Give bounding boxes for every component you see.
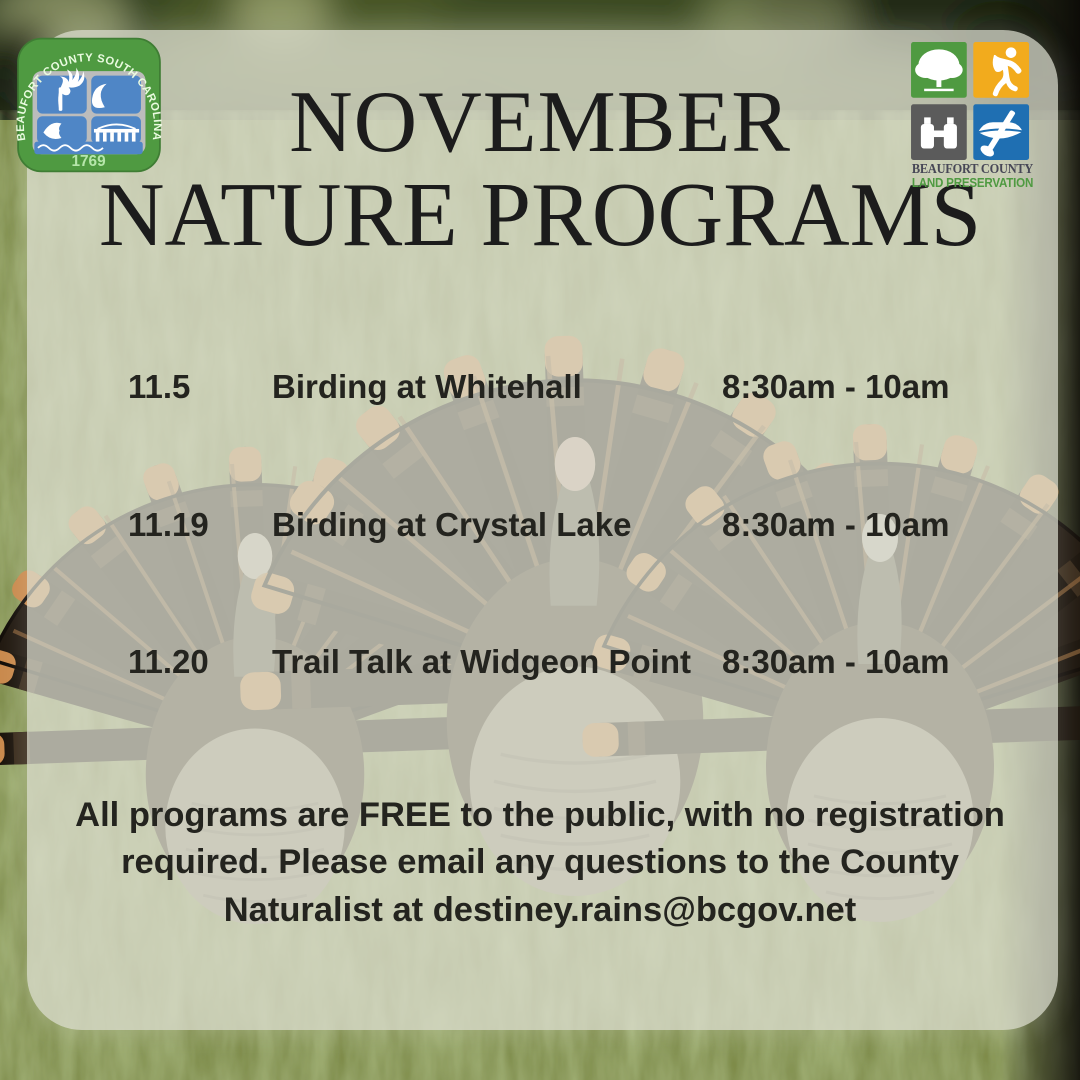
svg-text:BEAUFORT COUNTY: BEAUFORT COUNTY [912, 161, 1034, 176]
svg-text:1769: 1769 [71, 153, 105, 170]
svg-text:LAND PRESERVATION: LAND PRESERVATION [912, 176, 1033, 190]
